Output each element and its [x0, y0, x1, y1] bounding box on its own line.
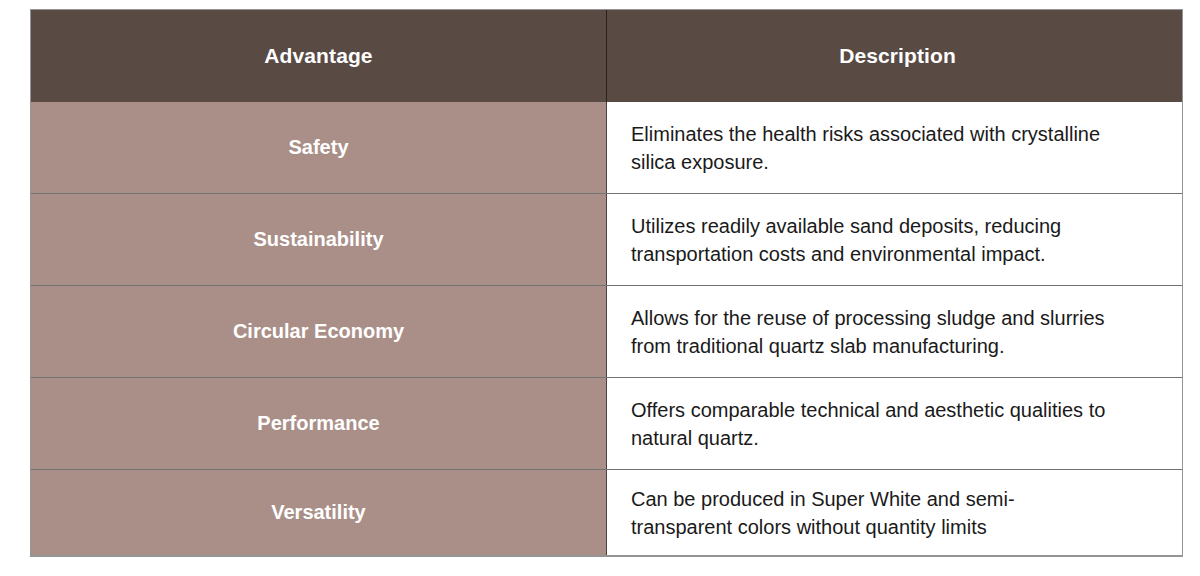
- column-header-advantage: Advantage: [264, 44, 372, 68]
- table-row-performance: Performance Offers comparable technical …: [31, 377, 1182, 469]
- table-row-safety: Safety Eliminates the health risks assoc…: [31, 102, 1182, 193]
- description-text: Eliminates the health risks associated w…: [631, 120, 1100, 176]
- advantage-label: Performance: [257, 412, 379, 435]
- advantage-cell: Circular Economy: [31, 286, 607, 377]
- advantage-cell: Safety: [31, 102, 607, 193]
- advantage-cell: Versatility: [31, 470, 607, 555]
- advantage-cell: Sustainability: [31, 194, 607, 285]
- advantage-label: Circular Economy: [233, 320, 404, 343]
- header-cell-advantage: Advantage: [31, 10, 607, 102]
- description-text: Utilizes readily available sand deposits…: [631, 212, 1061, 268]
- description-text: Offers comparable technical and aestheti…: [631, 396, 1105, 452]
- advantage-label: Versatility: [271, 501, 366, 524]
- advantage-label: Sustainability: [253, 228, 383, 251]
- table-row-circular-economy: Circular Economy Allows for the reuse of…: [31, 285, 1182, 377]
- description-text: Allows for the reuse of processing sludg…: [631, 304, 1105, 360]
- table-row-sustainability: Sustainability Utilizes readily availabl…: [31, 193, 1182, 285]
- header-cell-description: Description: [607, 10, 1182, 102]
- description-cell: Allows for the reuse of processing sludg…: [607, 286, 1182, 377]
- column-header-description: Description: [839, 44, 956, 68]
- description-cell: Can be produced in Super White and semi-…: [607, 470, 1182, 555]
- slide-canvas: Advantage Description Safety Eliminates …: [0, 0, 1200, 576]
- description-cell: Eliminates the health risks associated w…: [607, 102, 1182, 193]
- advantage-label: Safety: [288, 136, 348, 159]
- description-cell: Offers comparable technical and aestheti…: [607, 378, 1182, 469]
- description-cell: Utilizes readily available sand deposits…: [607, 194, 1182, 285]
- description-text: Can be produced in Super White and semi-…: [631, 485, 1015, 541]
- table-row-versatility: Versatility Can be produced in Super Whi…: [31, 469, 1182, 555]
- advantages-table: Advantage Description Safety Eliminates …: [30, 9, 1183, 557]
- table-header-row: Advantage Description: [31, 10, 1182, 102]
- advantage-cell: Performance: [31, 378, 607, 469]
